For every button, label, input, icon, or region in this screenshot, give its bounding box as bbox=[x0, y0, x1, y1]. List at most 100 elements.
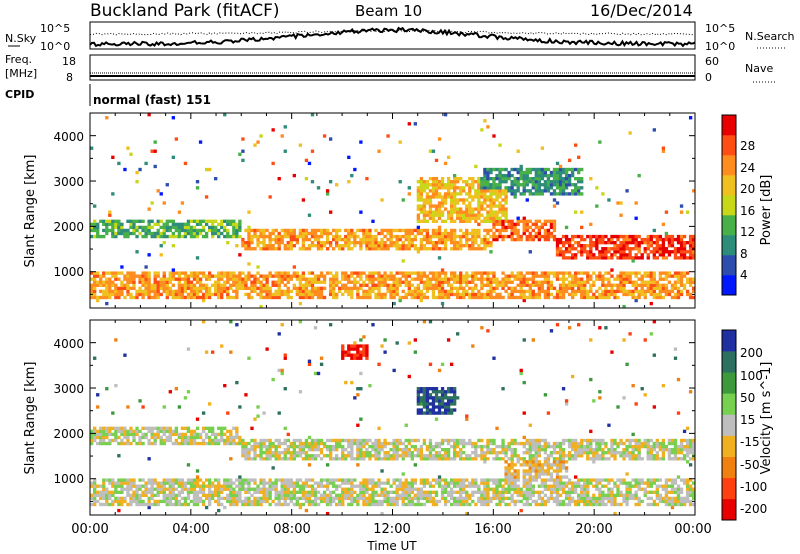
heatmap-cell bbox=[413, 292, 417, 297]
heatmap-cell bbox=[265, 277, 269, 281]
heatmap-cell bbox=[510, 228, 514, 233]
heatmap-cell bbox=[307, 484, 312, 488]
heatmap-cell bbox=[93, 219, 97, 223]
heatmap-cell bbox=[465, 207, 469, 211]
heatmap-cell bbox=[567, 167, 572, 172]
heatmap-cell bbox=[207, 292, 212, 297]
heatmap-cell bbox=[138, 399, 142, 403]
heatmap-cell bbox=[301, 457, 306, 461]
heatmap-cell bbox=[268, 444, 272, 449]
heatmap-cell bbox=[256, 484, 260, 488]
heatmap-cell bbox=[604, 289, 608, 294]
heatmap-cell bbox=[126, 289, 130, 294]
heatmap-cell bbox=[313, 231, 318, 236]
heatmap-cell bbox=[319, 228, 324, 233]
heatmap-cell bbox=[574, 186, 578, 190]
heatmap-cell bbox=[522, 283, 526, 287]
heatmap-cell bbox=[549, 173, 554, 178]
heatmap-cell bbox=[607, 289, 611, 294]
heatmap-cell bbox=[456, 280, 460, 284]
heatmap-cell bbox=[658, 286, 663, 291]
heatmap-cell bbox=[504, 180, 508, 184]
heatmap-cell bbox=[244, 499, 248, 504]
heatmap-cell bbox=[507, 189, 511, 193]
heatmap-cell bbox=[262, 247, 266, 251]
heatmap-cell bbox=[558, 283, 563, 287]
heatmap-cell bbox=[247, 237, 251, 242]
heatmap-cell bbox=[440, 201, 445, 205]
heatmap-cell bbox=[625, 289, 629, 294]
heatmap-cell bbox=[558, 167, 563, 172]
heatmap-cell bbox=[655, 283, 659, 287]
heatmap-cell bbox=[177, 493, 182, 498]
heatmap-cell bbox=[637, 247, 641, 251]
heatmap-cell bbox=[555, 201, 560, 205]
heatmap-cell bbox=[313, 487, 318, 491]
heatmap-cell bbox=[676, 256, 681, 260]
heatmap-cell bbox=[622, 244, 626, 248]
heatmap-cell bbox=[162, 231, 166, 236]
heatmap-cell bbox=[201, 438, 206, 443]
heatmap-cell bbox=[177, 225, 182, 230]
heatmap-cell bbox=[229, 234, 233, 239]
heatmap-cell bbox=[422, 496, 427, 501]
heatmap-cell bbox=[413, 247, 417, 251]
heatmap-cell bbox=[419, 387, 424, 391]
heatmap-cell bbox=[374, 244, 378, 248]
heatmap-cell bbox=[459, 478, 463, 482]
power-heatmap bbox=[90, 113, 696, 309]
heatmap-cell bbox=[492, 180, 496, 184]
heatmap-cell bbox=[634, 244, 638, 248]
heatmap-cell bbox=[413, 289, 417, 294]
heatmap-cell bbox=[489, 277, 493, 281]
heatmap-cell bbox=[341, 356, 345, 360]
heatmap-cell bbox=[443, 438, 448, 443]
heatmap-cell bbox=[147, 207, 151, 211]
heatmap-cell bbox=[232, 487, 236, 491]
heatmap-cell bbox=[468, 286, 472, 291]
noise-traces bbox=[89, 26, 696, 48]
heatmap-cell bbox=[171, 484, 175, 488]
heatmap-cell bbox=[223, 271, 227, 275]
heatmap-cell bbox=[443, 408, 448, 412]
heatmap-cell bbox=[380, 344, 384, 348]
heatmap-cell bbox=[189, 438, 194, 443]
heatmap-cell bbox=[431, 277, 436, 281]
heatmap-cell bbox=[207, 219, 212, 223]
heatmap-cell bbox=[111, 478, 115, 482]
heatmap-cell bbox=[495, 295, 499, 300]
heatmap-cell bbox=[507, 219, 511, 223]
heatmap-cell bbox=[171, 490, 175, 494]
heatmap-cell bbox=[141, 484, 145, 488]
heatmap-cell bbox=[474, 189, 478, 193]
heatmap-cell bbox=[407, 292, 411, 297]
heatmap-cell bbox=[628, 271, 632, 275]
heatmap-cell bbox=[607, 292, 611, 297]
heatmap-cell bbox=[229, 499, 233, 504]
heatmap-cell bbox=[226, 292, 230, 297]
heatmap-cell bbox=[232, 441, 236, 446]
heatmap-cell bbox=[667, 240, 672, 245]
heatmap-cell bbox=[223, 426, 227, 430]
heatmap-cell bbox=[150, 502, 154, 507]
heatmap-cell bbox=[108, 210, 112, 214]
heatmap-cell bbox=[449, 283, 454, 287]
heatmap-cell bbox=[292, 234, 296, 239]
heatmap-cell bbox=[319, 484, 324, 488]
heatmap-cell bbox=[419, 457, 424, 461]
heatmap-cell bbox=[195, 295, 200, 300]
heatmap-cell bbox=[229, 484, 233, 488]
heatmap-cell bbox=[679, 244, 684, 248]
heatmap-cell bbox=[456, 502, 460, 507]
heatmap-cell bbox=[380, 231, 384, 236]
heatmap-cell bbox=[129, 225, 133, 230]
heatmap-cell bbox=[628, 289, 632, 294]
heatmap-cell bbox=[229, 481, 233, 485]
heatmap-cell bbox=[117, 228, 121, 233]
heatmap-cell bbox=[350, 271, 354, 275]
heatmap-cell bbox=[277, 176, 281, 181]
heatmap-cell bbox=[365, 441, 369, 446]
heatmap-cell bbox=[108, 426, 112, 430]
heatmap-cell bbox=[431, 411, 436, 415]
heatmap-cell bbox=[162, 438, 166, 443]
